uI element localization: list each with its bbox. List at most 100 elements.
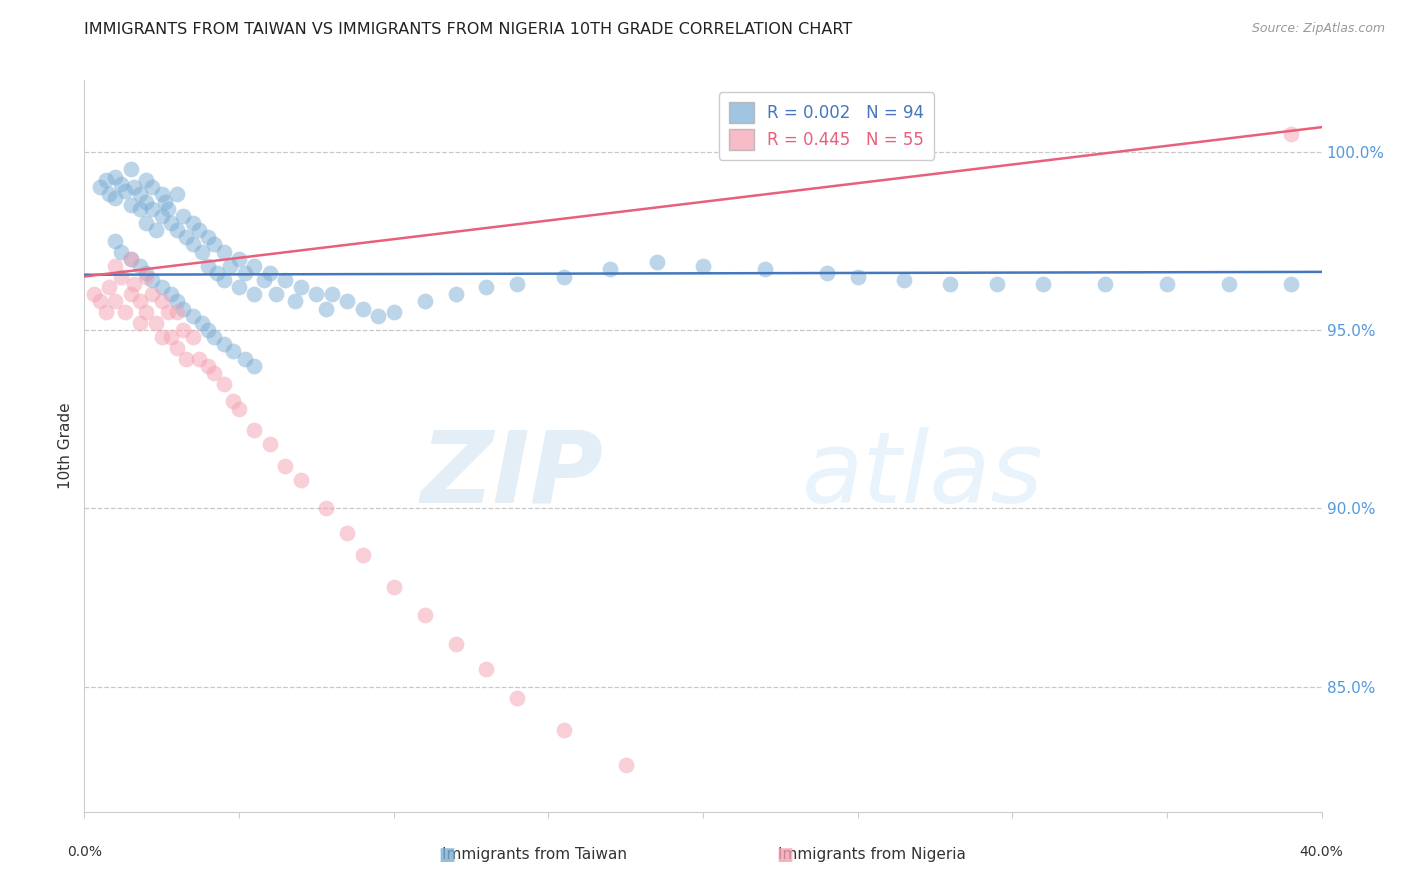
Point <box>172 323 194 337</box>
Point <box>986 277 1008 291</box>
Point <box>166 305 188 319</box>
Point <box>166 187 188 202</box>
Point <box>135 305 157 319</box>
Point <box>212 337 235 351</box>
Point <box>212 273 235 287</box>
Point <box>191 244 214 259</box>
Point <box>98 280 121 294</box>
Point <box>141 180 163 194</box>
Point <box>98 187 121 202</box>
Point <box>645 255 668 269</box>
Point <box>367 309 389 323</box>
Point <box>212 376 235 391</box>
Point <box>129 294 152 309</box>
Point <box>228 401 250 416</box>
Point <box>150 209 173 223</box>
Point <box>89 294 111 309</box>
Point <box>413 608 436 623</box>
Point <box>212 244 235 259</box>
Point <box>259 437 281 451</box>
Point <box>114 184 136 198</box>
Point <box>321 287 343 301</box>
Point <box>120 287 142 301</box>
Point <box>166 294 188 309</box>
Point <box>197 323 219 337</box>
Point <box>145 223 167 237</box>
Point <box>135 173 157 187</box>
Point <box>290 473 312 487</box>
Text: Immigrants from Nigeria: Immigrants from Nigeria <box>778 847 966 862</box>
Point <box>135 269 157 284</box>
Point <box>553 723 575 737</box>
Point <box>172 209 194 223</box>
Point <box>120 252 142 266</box>
Point <box>197 359 219 373</box>
Point <box>181 216 204 230</box>
Point <box>553 269 575 284</box>
Text: 0.0%: 0.0% <box>67 845 101 859</box>
Point <box>176 230 198 244</box>
Point <box>191 316 214 330</box>
Point <box>141 202 163 216</box>
Point <box>274 273 297 287</box>
Point <box>352 548 374 562</box>
Point <box>197 259 219 273</box>
Point <box>135 194 157 209</box>
Legend: R = 0.002   N = 94, R = 0.445   N = 55: R = 0.002 N = 94, R = 0.445 N = 55 <box>718 92 935 160</box>
Point <box>243 423 266 437</box>
Point <box>166 341 188 355</box>
Point <box>166 223 188 237</box>
Point <box>444 637 467 651</box>
Point <box>413 294 436 309</box>
Point <box>1156 277 1178 291</box>
Point <box>104 191 127 205</box>
Point <box>172 301 194 316</box>
Point <box>104 294 127 309</box>
Point <box>94 305 117 319</box>
Point <box>315 301 337 316</box>
Point <box>274 458 297 473</box>
Point <box>506 277 529 291</box>
Point <box>253 273 276 287</box>
Point <box>228 280 250 294</box>
Point <box>150 280 173 294</box>
Point <box>129 187 152 202</box>
Point <box>1279 127 1302 141</box>
Y-axis label: 10th Grade: 10th Grade <box>58 402 73 490</box>
Point <box>284 294 307 309</box>
Text: IMMIGRANTS FROM TAIWAN VS IMMIGRANTS FROM NIGERIA 10TH GRADE CORRELATION CHART: IMMIGRANTS FROM TAIWAN VS IMMIGRANTS FRO… <box>84 22 852 37</box>
Point <box>1094 277 1116 291</box>
Point <box>120 252 142 266</box>
Point <box>1218 277 1240 291</box>
Point <box>233 266 256 280</box>
Point <box>160 330 183 344</box>
Point <box>382 580 405 594</box>
Point <box>83 287 105 301</box>
Point <box>228 252 250 266</box>
Point <box>141 273 163 287</box>
Point <box>181 330 204 344</box>
Point <box>939 277 962 291</box>
Point <box>122 277 145 291</box>
Point <box>264 287 287 301</box>
Text: Source: ZipAtlas.com: Source: ZipAtlas.com <box>1251 22 1385 36</box>
Point <box>305 287 328 301</box>
Point <box>444 287 467 301</box>
Point <box>187 223 209 237</box>
Point <box>114 305 136 319</box>
Text: ZIP: ZIP <box>420 426 605 524</box>
Point <box>110 244 132 259</box>
Point <box>129 259 152 273</box>
Point <box>120 162 142 177</box>
Point <box>94 173 117 187</box>
Point <box>156 202 179 216</box>
Point <box>336 294 359 309</box>
Point <box>187 351 209 366</box>
Point <box>1032 277 1054 291</box>
Point <box>893 273 915 287</box>
Point <box>150 330 173 344</box>
Point <box>135 216 157 230</box>
Point <box>243 287 266 301</box>
Point <box>846 269 869 284</box>
Point <box>122 180 145 194</box>
